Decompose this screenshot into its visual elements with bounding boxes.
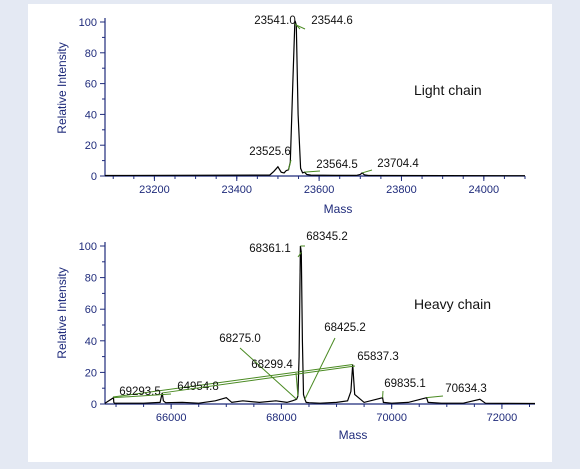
panel-annotation: Heavy chain [414, 296, 491, 312]
plot-background [28, 4, 552, 462]
y-axis-title: Relative Intensity [55, 42, 69, 133]
x-tick-label: 23800 [386, 184, 417, 196]
x-tick-label: 23600 [304, 184, 335, 196]
x-tick-label: 68000 [266, 412, 297, 424]
peak-label: 64954.8 [177, 381, 219, 393]
y-tick-label: 20 [85, 140, 97, 152]
peak-leader-line [297, 252, 302, 258]
peak-leader-line [426, 395, 444, 399]
x-tick-label: 66000 [156, 412, 187, 424]
heavy-chain-panel: Relative Intensity Mass Heavy chain 0 20 4… [55, 231, 536, 442]
peak-label: 23564.5 [316, 159, 358, 171]
light-chain-panel: Relative Intensity Mass Light chain 0 20 4… [55, 15, 526, 216]
peak-leader-line [287, 159, 292, 170]
peak-label: 23704.4 [377, 158, 419, 170]
y-tick-label: 100 [79, 241, 97, 253]
peak-label: 23525.6 [249, 146, 291, 158]
y-tick-label: 80 [85, 273, 97, 285]
x-tick-label: 23400 [221, 184, 252, 196]
peak-leader-line [112, 364, 353, 398]
x-axis-title: Mass [324, 202, 353, 216]
peak-label: 68425.2 [324, 322, 366, 334]
y-tick-label: 40 [85, 336, 97, 348]
y-tick-label: 60 [85, 304, 97, 316]
y-tick-label: 100 [79, 17, 97, 29]
peak-label: 70634.3 [445, 383, 487, 395]
peak-leader-line [239, 347, 297, 400]
peak-label: 68275.0 [219, 333, 261, 345]
x-tick-label: 72000 [487, 412, 518, 424]
peak-label: 68299.4 [251, 359, 293, 371]
x-tick-label: 70000 [376, 412, 407, 424]
peak-label: 23544.6 [311, 15, 353, 27]
peak-label: 69835.1 [384, 378, 426, 390]
y-tick-label: 80 [85, 48, 97, 60]
y-axis-title: Relative Intensity [55, 267, 69, 358]
y-tick-label: 40 [85, 109, 97, 121]
y-tick-label: 0 [91, 399, 97, 411]
panel-annotation: Light chain [414, 82, 482, 98]
peak-leader-line [304, 170, 321, 173]
peak-leader-line [162, 365, 356, 394]
peak-leader-line [113, 393, 172, 399]
peak-leader-line [294, 23, 301, 30]
spectrum-trace [104, 245, 536, 405]
y-tick-label: 20 [85, 367, 97, 379]
peak-leader-line [295, 372, 299, 397]
y-tick-label: 60 [85, 79, 97, 91]
peak-label: 68361.1 [249, 243, 291, 255]
peak-leader-line [361, 169, 373, 174]
spectrum-trace [104, 20, 526, 177]
x-tick-label: 24000 [469, 184, 500, 196]
x-axis-title: Mass [339, 428, 368, 442]
peak-leader-line [296, 24, 306, 30]
peak-label: 65837.3 [357, 351, 399, 363]
peak-label: 68345.2 [306, 231, 348, 243]
y-tick-label: 0 [91, 171, 97, 183]
x-tick-label: 23200 [139, 184, 170, 196]
peak-label: 23541.0 [254, 15, 296, 27]
